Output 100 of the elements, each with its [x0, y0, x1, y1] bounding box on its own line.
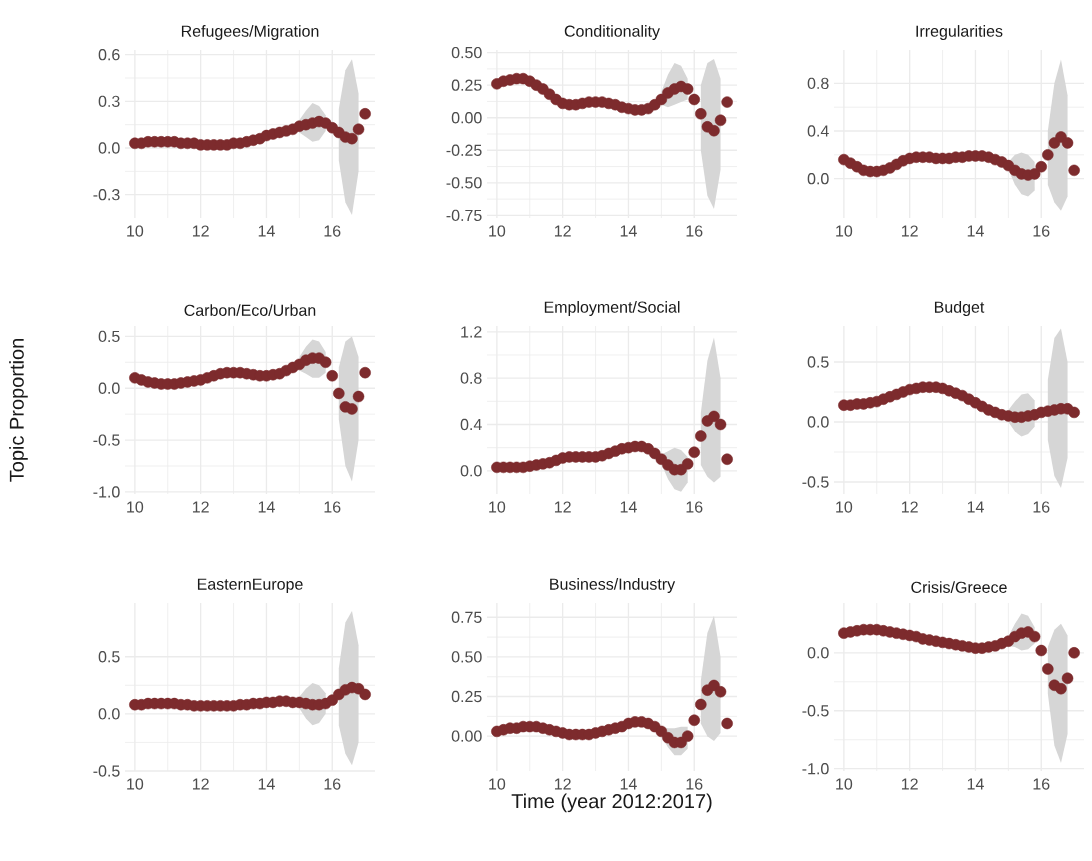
point	[681, 730, 694, 742]
y-tick-label: 0.25	[451, 690, 482, 703]
chart-title: Employment/Social	[544, 301, 680, 316]
x-tick-label: 12	[901, 225, 918, 237]
y-tick-label: 0.5	[807, 356, 829, 368]
y-tick-label: 0.8	[460, 372, 482, 384]
point	[319, 356, 332, 369]
y-tick-label: 0.4	[460, 418, 482, 431]
x-tick-label: 16	[686, 778, 703, 790]
x-tick-label: 12	[901, 778, 918, 790]
point	[1055, 131, 1067, 143]
point	[1035, 644, 1047, 657]
x-tick-label: 10	[489, 778, 506, 790]
x-tick-label: 12	[901, 501, 918, 513]
x-tick-label: 16	[1033, 778, 1050, 790]
point	[708, 679, 720, 692]
x-tick-label: 12	[192, 225, 209, 237]
chart-title: Crisis/Greece	[911, 581, 1007, 593]
x-tick-label: 12	[554, 501, 571, 513]
y-tick-label: 0.0	[98, 142, 120, 154]
chart-title: Carbon/Eco/Urban	[184, 304, 316, 316]
point	[695, 698, 707, 711]
point	[695, 430, 707, 442]
y-tick-label: 0.50	[451, 46, 482, 59]
y-tick-label: 0.0	[807, 647, 829, 659]
x-tick-label: 10	[127, 225, 144, 237]
point	[346, 132, 358, 145]
y-tick-label: 0.25	[451, 79, 482, 91]
x-axis-title: Time (year 2012:2017)	[511, 793, 712, 813]
point	[714, 114, 727, 127]
x-tick-label: 16	[324, 778, 341, 790]
x-tick-label: 16	[324, 225, 341, 237]
chart-title: Conditionality	[564, 25, 660, 40]
point	[352, 390, 365, 403]
y-tick-label: -1.0	[93, 486, 120, 498]
point	[1061, 137, 1074, 149]
point	[695, 108, 707, 120]
x-tick-label: 14	[258, 225, 275, 237]
x-tick-label: 10	[489, 225, 506, 237]
point	[359, 366, 371, 379]
point	[352, 123, 365, 136]
y-tick-label: 0.00	[451, 730, 482, 742]
x-tick-label: 12	[554, 225, 571, 237]
x-tick-label: 12	[192, 778, 209, 790]
y-tick-label: -0.5	[93, 434, 120, 446]
point	[326, 370, 338, 382]
y-axis-title: Topic Proportion	[9, 339, 28, 482]
y-tick-label: 0.0	[807, 173, 829, 185]
chart-title: Business/Industry	[550, 578, 676, 593]
point	[359, 688, 371, 701]
point	[346, 403, 358, 415]
y-tick-label: 0.3	[98, 95, 120, 107]
x-tick-label: 10	[127, 778, 144, 790]
point	[714, 418, 727, 431]
y-tick-label: 1.2	[461, 326, 482, 338]
y-tick-label: 0.0	[98, 382, 120, 394]
y-tick-label: 0.6	[98, 49, 120, 61]
y-tick-label: 0.00	[451, 112, 482, 124]
point	[721, 717, 733, 730]
x-tick-label: 14	[258, 778, 275, 790]
point	[1028, 630, 1041, 643]
y-tick-label: -0.5	[802, 476, 829, 488]
x-tick-label: 16	[324, 501, 341, 513]
x-tick-label: 14	[258, 501, 275, 513]
y-tick-label: 0.5	[98, 330, 120, 343]
point	[1042, 149, 1054, 161]
point	[1061, 672, 1074, 685]
x-tick-label: 12	[192, 501, 209, 513]
y-tick-label: 0.5	[98, 651, 120, 663]
x-tick-label: 16	[1033, 501, 1050, 513]
y-tick-label: 0.50	[451, 651, 482, 663]
x-tick-label: 10	[127, 501, 144, 513]
point	[1035, 161, 1047, 173]
point	[708, 125, 720, 137]
point	[721, 453, 733, 465]
x-tick-label: 12	[554, 778, 571, 790]
point	[714, 686, 727, 698]
point	[333, 387, 345, 400]
x-tick-label: 16	[1033, 225, 1050, 237]
x-tick-label: 14	[620, 778, 637, 790]
y-tick-label: 0.0	[460, 465, 482, 477]
y-tick-label: -0.3	[93, 189, 120, 201]
point	[688, 446, 700, 459]
point	[688, 93, 700, 106]
point	[1042, 663, 1054, 675]
point	[708, 410, 720, 423]
x-tick-label: 10	[836, 501, 853, 513]
chart-title: Budget	[934, 301, 985, 316]
y-tick-label: -0.25	[446, 144, 482, 156]
x-tick-label: 16	[686, 501, 703, 513]
x-tick-label: 14	[620, 225, 637, 237]
point	[688, 714, 700, 727]
point	[1068, 406, 1080, 419]
point	[1055, 683, 1067, 695]
chart-title: Refugees/Migration	[181, 25, 319, 40]
x-tick-label: 10	[836, 225, 853, 237]
y-tick-label: 0.4	[807, 125, 829, 137]
point	[359, 108, 371, 120]
chart-title: Irregularities	[916, 25, 1003, 40]
y-tick-label: 0.75	[451, 611, 482, 623]
